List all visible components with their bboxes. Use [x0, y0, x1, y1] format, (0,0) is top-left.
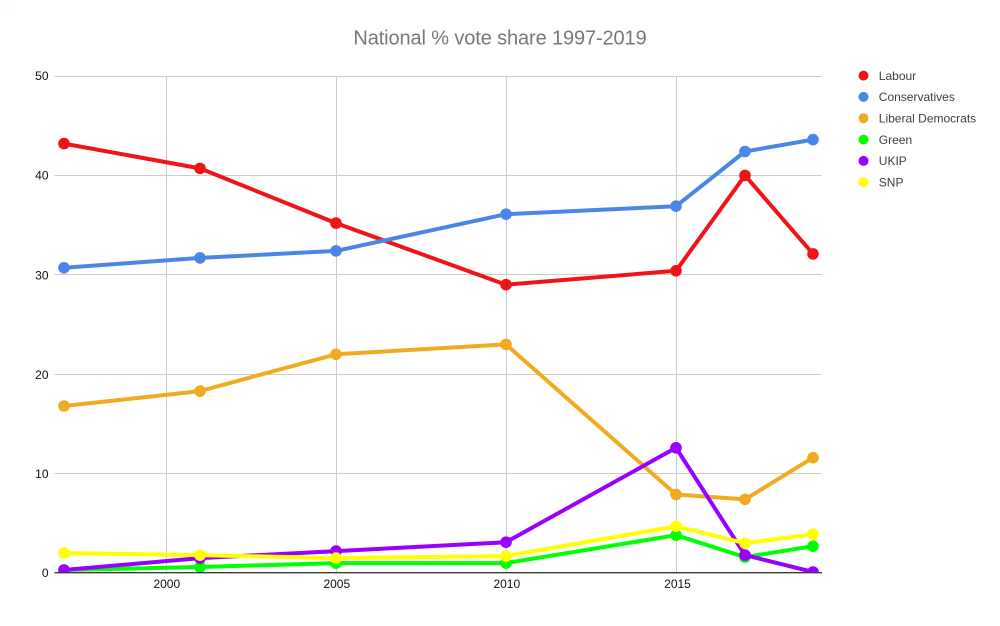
svg-text:2000: 2000	[153, 577, 180, 591]
svg-text:10: 10	[35, 467, 49, 481]
svg-text:2010: 2010	[493, 577, 520, 591]
svg-text:40: 40	[35, 169, 49, 183]
svg-text:20: 20	[35, 368, 49, 382]
svg-text:50: 50	[35, 69, 49, 83]
svg-text:Liberal Democrats: Liberal Democrats	[879, 112, 976, 126]
svg-text:30: 30	[35, 269, 49, 283]
svg-text:National % vote share 1997-201: National % vote share 1997-2019	[353, 28, 646, 50]
svg-text:2005: 2005	[323, 577, 350, 591]
svg-text:UKIP: UKIP	[879, 154, 907, 168]
svg-text:Labour: Labour	[879, 69, 916, 83]
svg-text:Green: Green	[879, 133, 912, 147]
svg-text:2015: 2015	[664, 577, 691, 591]
svg-text:Conservatives: Conservatives	[879, 90, 955, 104]
svg-text:0: 0	[42, 566, 49, 580]
svg-text:SNP: SNP	[879, 176, 904, 190]
